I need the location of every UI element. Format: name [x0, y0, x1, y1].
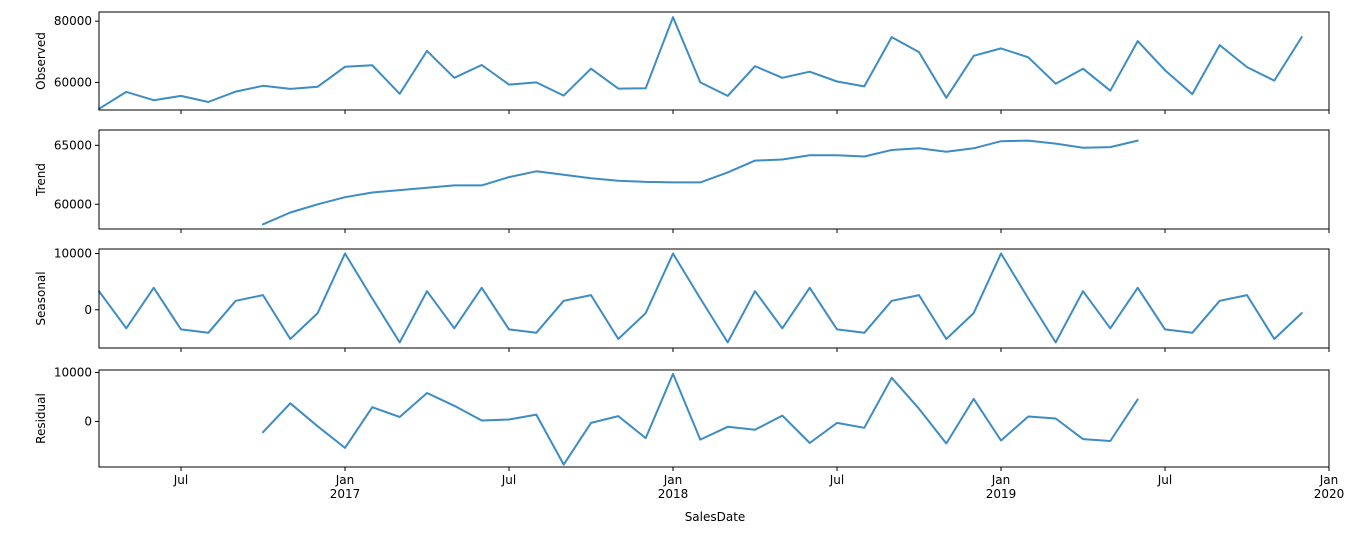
x-tick-year-label: 2017	[330, 487, 361, 501]
seasonal-panel: 0 10000 Seasonal	[34, 247, 1330, 352]
observed-y-tick-label: 80000	[54, 14, 92, 28]
x-tick-year-label: 2020	[1314, 487, 1345, 501]
trend-y-tick-label: 60000	[54, 197, 92, 211]
observed-y-tick-label: 60000	[54, 75, 92, 89]
x-axis-label: SalesDate	[685, 510, 746, 524]
trend-y-axis-label: Trend	[34, 163, 48, 197]
trend-frame	[98, 129, 1330, 230]
x-tick-year-label: 2019	[986, 487, 1017, 501]
trend-y-tick-label: 65000	[54, 138, 92, 152]
x-tick-year-label: 2018	[658, 487, 689, 501]
residual-frame	[98, 369, 1330, 468]
observed-frame	[98, 11, 1330, 111]
seasonal-line	[98, 252, 1303, 344]
seasonal-y-axis-label: Seasonal	[34, 271, 48, 325]
x-tick-label: Jan	[991, 473, 1011, 487]
observed-y-axis-label: Observed	[34, 32, 48, 90]
x-tick-label: Jul	[1157, 473, 1172, 487]
residual-y-tick-label: 0	[84, 414, 92, 428]
observed-panel: 60000 80000 Observed	[34, 11, 1330, 114]
observed-line	[98, 16, 1303, 110]
x-tick-label: Jan	[663, 473, 683, 487]
seasonal-y-tick-label: 0	[84, 303, 92, 317]
x-tick-label: Jul	[501, 473, 516, 487]
residual-panel: 0 10000 Residual	[34, 365, 1330, 471]
seasonal-y-tick-label: 10000	[54, 247, 92, 261]
x-tick-label: Jul	[829, 473, 844, 487]
residual-line	[262, 372, 1139, 466]
trend-line	[262, 139, 1139, 226]
seasonal-frame	[98, 248, 1330, 349]
residual-y-tick-label: 10000	[54, 365, 92, 379]
x-tick-label: Jan	[1319, 473, 1339, 487]
x-tick-label: Jul	[173, 473, 188, 487]
x-tick-label: Jan	[335, 473, 355, 487]
chart-panels: 60000 80000 Observed 60000 65000 Trend 0 10000 S…	[34, 11, 1330, 471]
trend-panel: 60000 65000 Trend	[34, 129, 1330, 233]
residual-y-axis-label: Residual	[34, 393, 48, 444]
